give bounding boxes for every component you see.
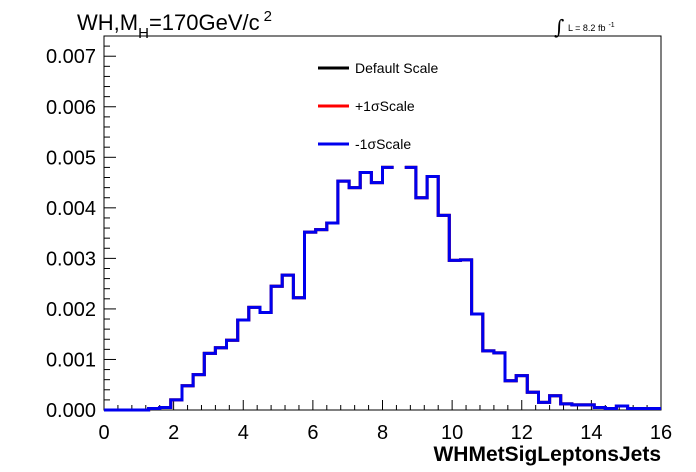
y-tick-label: 0.007 — [46, 46, 96, 68]
x-axis-label: WHMetSigLeptonsJets — [433, 443, 661, 466]
legend-label: +1σScale — [355, 98, 415, 114]
x-tick-label: 16 — [650, 422, 672, 444]
y-tick-label: 0.003 — [46, 248, 96, 270]
x-tick-label: 10 — [441, 422, 463, 444]
x-tick-label: 6 — [307, 422, 318, 444]
chart-title-superscript: 2 — [264, 8, 272, 25]
chart-title: WH,MH=170GeV/c 2 — [77, 8, 272, 42]
x-tick-label: 12 — [511, 422, 533, 444]
series-group — [104, 165, 661, 412]
legend: Default Scale +1σScale -1σScale — [318, 60, 438, 152]
y-tick-label: 0.001 — [46, 349, 96, 371]
series-line — [104, 165, 661, 412]
x-tick-label: 8 — [377, 422, 388, 444]
y-tick-label: 0.004 — [46, 198, 96, 220]
series-line — [104, 165, 661, 412]
luminosity-label: L = 8.2 fb -1 — [568, 22, 615, 33]
chart-title-subscript: H — [138, 25, 149, 42]
x-tick-label: 2 — [168, 422, 179, 444]
y-tick-label: 0.000 — [46, 400, 96, 422]
plot-frame — [103, 35, 662, 411]
y-tick-label: 0.002 — [46, 299, 96, 321]
luminosity-superscript: -1 — [608, 22, 614, 29]
x-tick-label: 14 — [580, 422, 602, 444]
x-tick-label: 4 — [238, 422, 249, 444]
chart-title-main: =170GeV/c — [149, 10, 260, 35]
series-line — [104, 165, 661, 412]
legend-label: -1σScale — [355, 136, 411, 152]
y-tick-label: 0.006 — [46, 97, 96, 119]
axes: 0 2 4 6 8 10 12 14 16 0.000 0.001 0.002 0.003 0.004 0.… — [46, 35, 672, 444]
x-tick-label: 0 — [98, 422, 109, 444]
y-tick-label: 0.005 — [46, 147, 96, 169]
luminosity-integral-symbol: ∫ — [554, 15, 564, 39]
legend-label: Default Scale — [355, 60, 438, 76]
